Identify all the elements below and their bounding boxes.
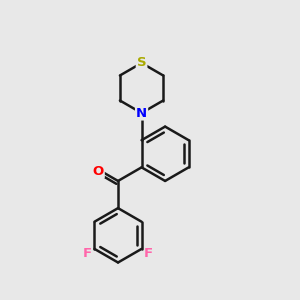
Text: F: F — [83, 247, 92, 260]
Text: S: S — [137, 56, 146, 70]
Text: F: F — [144, 247, 153, 260]
Text: O: O — [92, 164, 104, 178]
Text: N: N — [136, 106, 147, 119]
